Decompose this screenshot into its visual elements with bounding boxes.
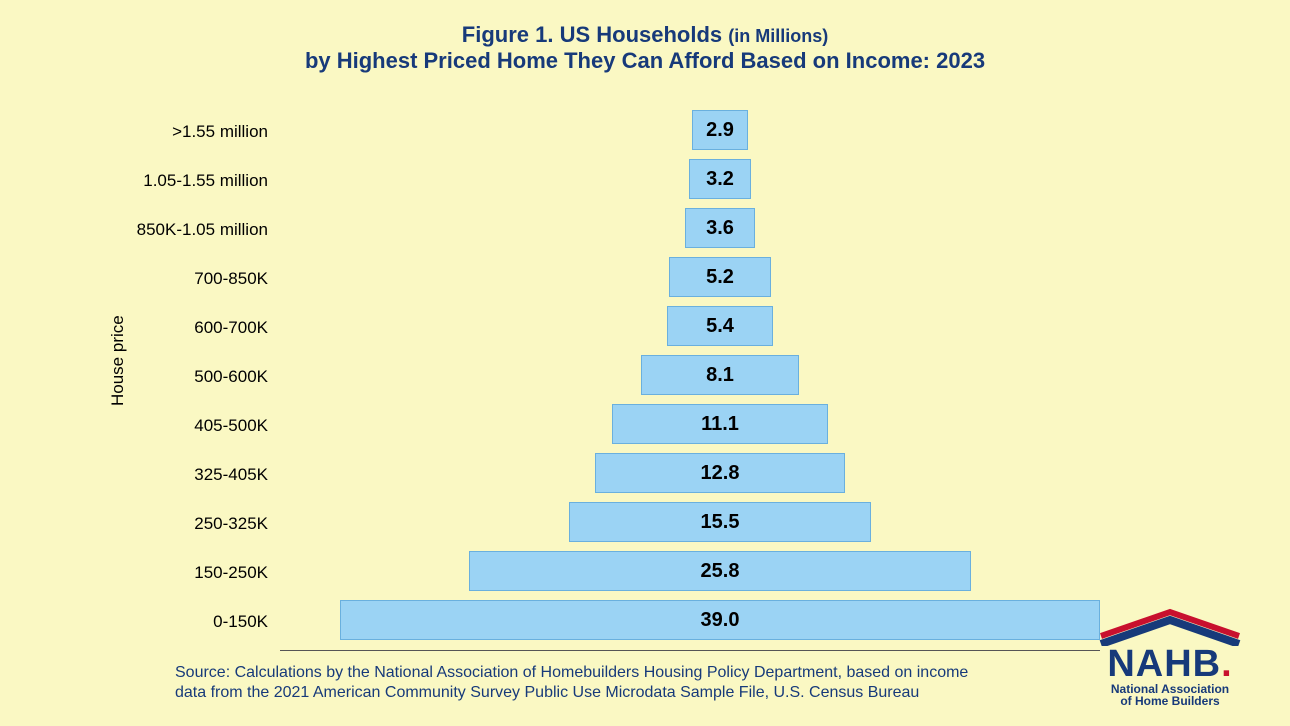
category-label: 500-600K	[194, 367, 268, 387]
figure-canvas: Figure 1. US Households (in Millions) by…	[0, 0, 1290, 726]
category-label: 0-150K	[213, 612, 268, 632]
title-line-1: Figure 1. US Households (in Millions)	[0, 22, 1290, 48]
value-label: 5.4	[667, 315, 772, 338]
category-label: 150-250K	[194, 563, 268, 583]
value-label: 11.1	[612, 413, 828, 436]
title-line-2: by Highest Priced Home They Can Afford B…	[0, 48, 1290, 74]
category-label: >1.55 million	[172, 122, 268, 142]
title-line-1-main: Figure 1. US Households	[462, 22, 728, 47]
value-label: 39.0	[340, 609, 1100, 632]
category-label: 850K-1.05 million	[137, 220, 268, 240]
y-axis-title: House price	[108, 316, 128, 407]
chart-area: 2.9 3.2 3.6 5.2 5.4 8.1 11.1 12.8 15.5 25.8 39.0	[280, 110, 1100, 655]
value-label: 25.8	[469, 560, 972, 583]
logo-tagline-2: of Home Builders	[1080, 695, 1260, 708]
value-label: 3.2	[689, 168, 751, 191]
logo-brand-text: NAHB	[1107, 643, 1221, 685]
roof-icon	[1095, 606, 1245, 646]
value-label: 15.5	[569, 511, 871, 534]
category-label: 600-700K	[194, 318, 268, 338]
source-citation: Source: Calculations by the National Ass…	[175, 663, 995, 703]
chart-title: Figure 1. US Households (in Millions) by…	[0, 22, 1290, 74]
logo-brand-dot: .	[1221, 643, 1233, 685]
value-label: 2.9	[692, 119, 749, 142]
nahb-logo: NAHB. National Association of Home Build…	[1080, 606, 1260, 708]
value-label: 3.6	[685, 217, 755, 240]
title-line-1-paren: (in Millions)	[728, 26, 828, 46]
logo-brand: NAHB.	[1080, 645, 1260, 683]
value-label: 12.8	[595, 462, 844, 485]
category-label: 250-325K	[194, 514, 268, 534]
category-label: 405-500K	[194, 416, 268, 436]
category-label: 1.05-1.55 million	[143, 171, 268, 191]
value-label: 5.2	[669, 266, 770, 289]
value-label: 8.1	[641, 364, 799, 387]
category-label: 700-850K	[194, 269, 268, 289]
category-label: 325-405K	[194, 465, 268, 485]
x-axis-line	[280, 650, 1100, 651]
